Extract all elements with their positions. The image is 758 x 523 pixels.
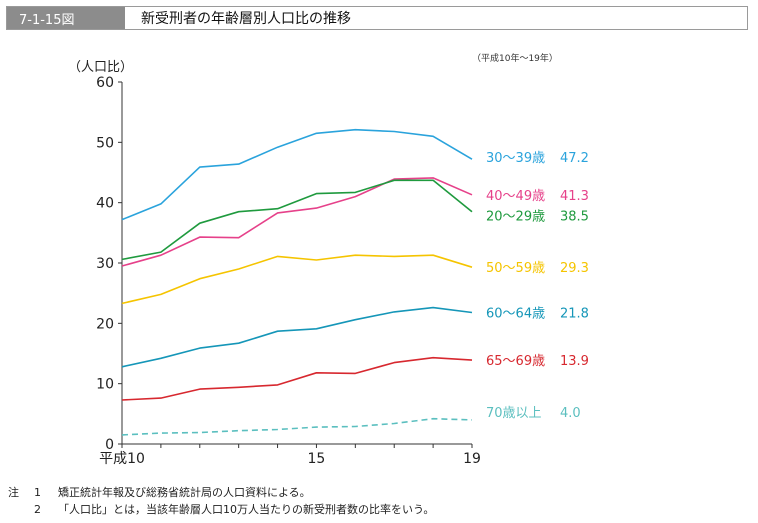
y-axis-label: （人口比） (68, 60, 133, 75)
y-tick-label: 50 (96, 135, 114, 151)
y-tick-label: 20 (96, 316, 114, 332)
y-tick-label: 30 (96, 256, 114, 272)
series-line (121, 417, 473, 436)
series-end-value: 4.0 (560, 406, 581, 421)
series-label: 60～64歳 (486, 306, 545, 321)
series-line (121, 254, 473, 305)
x-tick-label: 15 (308, 451, 326, 467)
figure-number: 7-1-15図 (7, 7, 125, 29)
y-tick-label: 10 (96, 377, 114, 393)
series-line (121, 128, 473, 221)
series-end-value: 21.8 (560, 306, 589, 321)
note-text: 「人口比」とは，当該年齢層人口10万人当たりの新受刑者数の比率をいう。 (58, 503, 435, 516)
period-note: （平成10年～19年） (472, 52, 558, 64)
series-end-value: 29.3 (560, 261, 589, 276)
series-label: 50～59歳 (486, 261, 545, 276)
note-2: 2 「人口比」とは，当該年齢層人口10万人当たりの新受刑者数の比率をいう。 (8, 501, 434, 518)
series-line (121, 306, 473, 368)
series-label: 30～39歳 (486, 151, 545, 166)
notes: 注 1 矯正統計年報及び総務省統計局の人口資料による。 2 「人口比」とは，当該… (8, 484, 434, 518)
y-tick-label: 40 (96, 196, 114, 212)
note-lead: 注 (8, 486, 19, 499)
y-tick-label: 60 (96, 75, 114, 91)
series-end-value: 38.5 (560, 210, 589, 225)
series-label: 65～69歳 (486, 354, 545, 369)
series-line (121, 177, 473, 267)
series-label: 40～49歳 (486, 189, 545, 204)
series-end-value: 41.3 (560, 189, 589, 204)
series-label: 20～29歳 (486, 210, 545, 225)
x-tick-label: 平成10 (99, 451, 145, 467)
x-tick-label: 19 (463, 451, 481, 467)
y-tick-label: 0 (105, 437, 114, 453)
figure-title: 新受刑者の年齢層別人口比の推移 (141, 11, 351, 27)
series-label: 70歳以上 (486, 406, 542, 421)
note-number: 2 (34, 503, 41, 516)
note-text: 矯正統計年報及び総務省統計局の人口資料による。 (58, 486, 311, 499)
series-end-value: 47.2 (560, 151, 589, 166)
note-1: 注 1 矯正統計年報及び総務省統計局の人口資料による。 (8, 484, 434, 501)
figure-title-bar: 7-1-15図 新受刑者の年齢層別人口比の推移 (6, 6, 748, 30)
note-number: 1 (34, 486, 41, 499)
series-end-value: 13.9 (560, 354, 589, 369)
series-line (121, 179, 473, 261)
series-line (121, 356, 473, 401)
